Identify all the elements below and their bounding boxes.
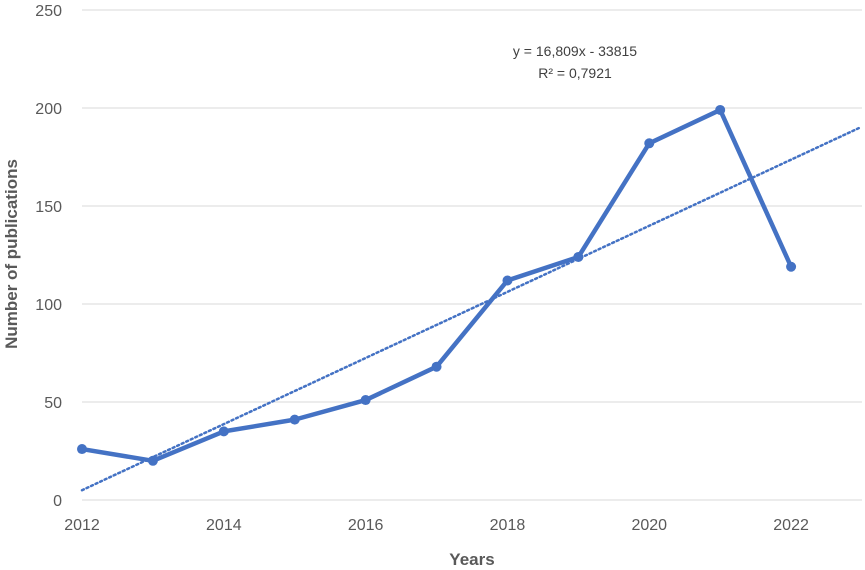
trendline — [80, 126, 862, 492]
x-tick-label: 2018 — [490, 517, 526, 534]
data-point-2013 — [147, 455, 158, 466]
y-tick-label: 0 — [53, 493, 62, 510]
trendline-r-squared: R² = 0,7921 — [538, 65, 612, 81]
y-tick-label: 250 — [35, 3, 62, 20]
series-line — [79, 107, 794, 464]
x-axis-title: Years — [449, 550, 494, 569]
trendline-annotation: y = 16,809x - 33815 R² = 0,7921 — [513, 43, 637, 81]
x-tick-label: 2014 — [206, 517, 242, 534]
y-tick-label: 150 — [35, 199, 62, 216]
data-point-2022 — [786, 261, 797, 272]
data-point-2016 — [360, 395, 371, 406]
y-tick-label: 200 — [35, 101, 62, 118]
data-point-2018 — [502, 275, 513, 286]
y-axis-ticks: 0 50 100 150 200 250 — [35, 3, 62, 510]
trendline-equation: y = 16,809x - 33815 — [513, 43, 637, 59]
x-axis-ticks: 2012 2014 2016 2018 2020 2022 — [64, 517, 809, 534]
y-tick-label: 50 — [44, 395, 62, 412]
gridlines — [82, 9, 862, 501]
trendline-line — [80, 126, 862, 492]
x-tick-label: 2012 — [64, 517, 100, 534]
x-tick-label: 2020 — [631, 517, 667, 534]
series — [77, 104, 797, 466]
x-tick-label: 2016 — [348, 517, 384, 534]
y-tick-label: 100 — [35, 297, 62, 314]
x-tick-label: 2022 — [773, 517, 809, 534]
data-point-2020 — [644, 138, 655, 149]
data-point-2017 — [431, 361, 442, 372]
data-point-2014 — [218, 426, 229, 437]
data-point-2012 — [77, 444, 87, 455]
y-axis-title: Number of publications — [2, 159, 21, 349]
data-point-2015 — [289, 414, 300, 425]
data-point-2019 — [573, 251, 584, 262]
data-point-2021 — [715, 104, 726, 115]
